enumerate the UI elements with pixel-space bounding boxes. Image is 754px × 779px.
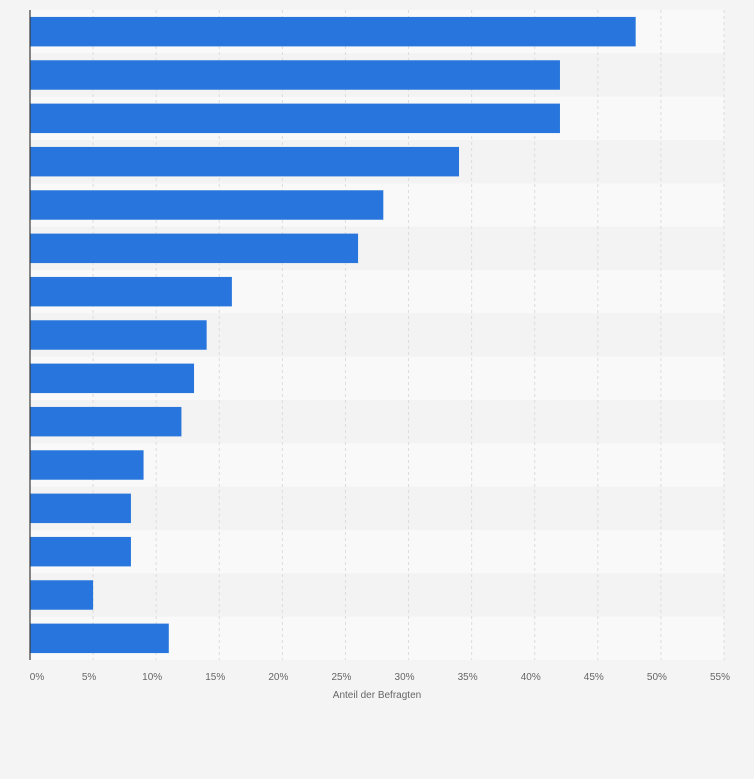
bar[interactable] [30,146,460,177]
row-band [30,443,724,487]
x-tick-label: 55% [710,672,730,683]
bar[interactable] [30,406,182,437]
bar[interactable] [30,536,131,567]
x-tick-label: 20% [268,672,288,683]
bar[interactable] [30,580,94,610]
bar[interactable] [30,450,144,480]
x-axis-title: Anteil der Befragten [333,690,421,701]
bar[interactable] [30,60,560,90]
x-tick-label: 40% [521,672,541,683]
x-tick-label: 0% [30,672,45,683]
x-tick-label: 45% [584,672,604,683]
row-band [30,573,724,617]
row-band [30,486,724,530]
bar[interactable] [30,320,207,350]
x-tick-label: 35% [458,672,478,683]
row-band [30,530,724,574]
x-tick-label: 30% [395,672,415,683]
bar[interactable] [30,623,169,654]
x-tick-label: 50% [647,672,667,683]
x-tick-label: 15% [205,672,225,683]
bar[interactable] [30,363,195,394]
x-tick-label: 5% [82,672,97,683]
x-tick-label: 10% [142,672,162,683]
x-axis-ticks: 0% 5% 10% 15% 20% 25% 30% 35% 40% 45% 50% 55% [30,672,730,683]
bar[interactable] [30,493,131,524]
bar[interactable] [30,16,636,47]
x-tick-label: 25% [331,672,351,683]
bar[interactable] [30,276,232,307]
bars [30,16,636,654]
bar[interactable] [30,190,384,220]
bar[interactable] [30,233,359,264]
bar[interactable] [30,103,560,134]
